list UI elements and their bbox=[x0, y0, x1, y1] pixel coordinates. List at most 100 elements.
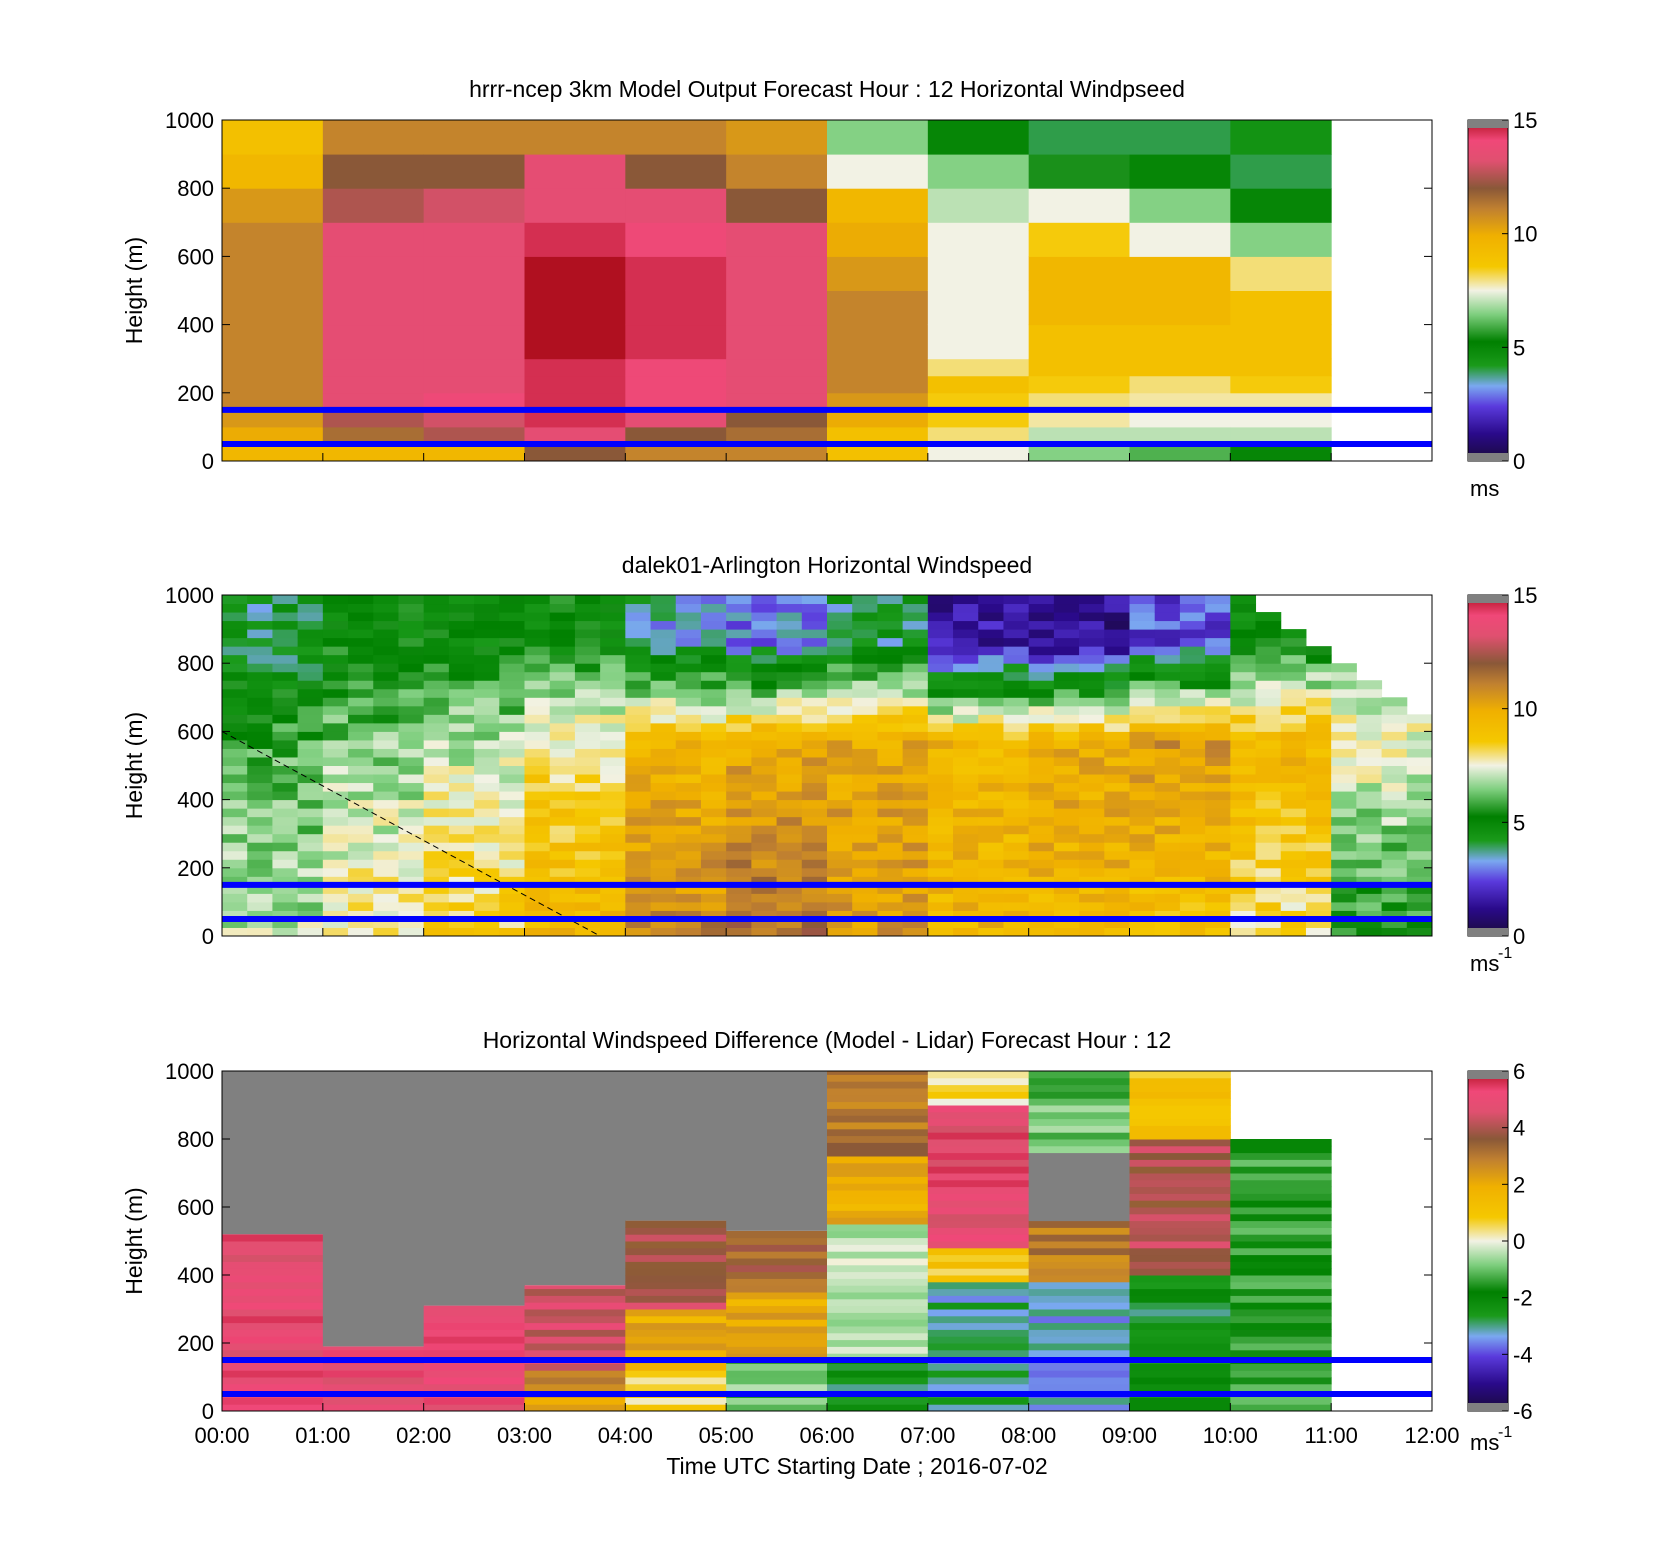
heatmap-cell bbox=[1230, 324, 1332, 360]
heatmap-cell bbox=[801, 782, 828, 792]
heatmap-cell bbox=[852, 595, 878, 605]
heatmap-cell bbox=[1305, 842, 1332, 852]
heatmap-cell bbox=[1129, 1329, 1231, 1337]
heatmap-cell bbox=[927, 1152, 1030, 1160]
heatmap-cell bbox=[423, 256, 525, 291]
heatmap-cell bbox=[726, 603, 752, 613]
heatmap-cell bbox=[423, 120, 525, 155]
heatmap-cell bbox=[398, 850, 425, 860]
heatmap-cell bbox=[423, 833, 450, 843]
heatmap-cell bbox=[978, 833, 1004, 843]
heatmap-cell bbox=[1280, 876, 1307, 886]
heatmap-cell bbox=[297, 808, 324, 818]
heatmap-cell bbox=[1053, 918, 1080, 928]
heatmap-cell bbox=[877, 782, 904, 792]
heatmap-cell bbox=[1305, 756, 1332, 766]
heatmap-cell bbox=[297, 876, 324, 886]
heatmap-cell bbox=[927, 1213, 1030, 1222]
heatmap-cell bbox=[1129, 188, 1231, 223]
heatmap-cell bbox=[927, 1132, 1030, 1140]
heatmap-cell bbox=[675, 697, 702, 707]
heatmap-cell bbox=[1230, 637, 1257, 647]
heatmap-cell bbox=[549, 799, 576, 809]
heatmap-cell bbox=[1230, 876, 1257, 886]
heatmap-cell bbox=[524, 1302, 626, 1310]
heatmap-cell bbox=[574, 918, 601, 928]
heatmap-cell bbox=[726, 256, 828, 291]
heatmap-cell bbox=[574, 654, 601, 664]
heatmap-cell bbox=[751, 782, 778, 792]
heatmap-cell bbox=[1230, 392, 1332, 411]
heatmap-cell bbox=[1255, 884, 1282, 894]
heatmap-cell bbox=[247, 774, 273, 784]
heatmap-cell bbox=[801, 697, 828, 707]
heatmap-cell bbox=[1154, 688, 1181, 698]
heatmap-cell bbox=[1129, 1071, 1231, 1079]
heatmap-cell bbox=[927, 884, 954, 894]
heatmap-cell bbox=[600, 791, 626, 801]
heatmap-cell bbox=[927, 791, 954, 801]
heatmap-cell bbox=[247, 910, 273, 920]
heatmap-cell bbox=[322, 290, 425, 326]
heatmap-cell bbox=[726, 595, 752, 605]
heatmap-cell bbox=[1154, 603, 1181, 613]
heatmap-cell bbox=[222, 612, 248, 622]
heatmap-cell bbox=[625, 120, 727, 155]
heatmap-cell bbox=[499, 791, 525, 801]
heatmap-cell bbox=[1205, 612, 1231, 622]
heatmap-cell bbox=[827, 620, 853, 630]
heatmap-cell bbox=[827, 1176, 929, 1184]
heatmap-cell bbox=[448, 799, 475, 809]
heatmap-cell bbox=[297, 722, 324, 732]
heatmap-cell bbox=[1331, 739, 1357, 749]
heatmap-cell bbox=[1028, 1363, 1130, 1371]
heatmap-cell bbox=[1230, 1261, 1332, 1269]
heatmap-cell bbox=[675, 842, 702, 852]
heatmap-cell bbox=[373, 867, 399, 877]
heatmap-cell bbox=[398, 603, 425, 613]
heatmap-cell bbox=[827, 1142, 929, 1150]
heatmap-cell bbox=[776, 629, 803, 639]
heatmap-cell bbox=[852, 850, 878, 860]
heatmap-cell bbox=[1154, 833, 1181, 843]
heatmap-cell bbox=[474, 893, 500, 903]
heatmap-cell bbox=[247, 663, 273, 673]
heatmap-cell bbox=[423, 739, 450, 749]
heatmap-cell bbox=[1280, 910, 1307, 920]
heatmap-cell bbox=[827, 1135, 929, 1143]
heatmap-cell bbox=[877, 680, 904, 690]
heatmap-cell bbox=[247, 782, 273, 792]
heatmap-cell bbox=[650, 739, 677, 749]
heatmap-cell bbox=[1331, 867, 1357, 877]
heatmap-cell bbox=[322, 825, 349, 835]
heatmap-cell bbox=[751, 918, 778, 928]
heatmap-cell bbox=[272, 714, 299, 724]
heatmap-cell bbox=[524, 1377, 626, 1385]
colorbar-cap-bottom bbox=[1468, 1403, 1508, 1411]
heatmap-cell bbox=[1129, 1322, 1231, 1330]
heatmap-cell bbox=[751, 867, 778, 877]
heatmap-cell bbox=[978, 688, 1004, 698]
heatmap-cell bbox=[827, 1162, 929, 1171]
heatmap-cell bbox=[600, 927, 626, 937]
heatmap-cell bbox=[1154, 629, 1181, 639]
heatmap-cell bbox=[222, 637, 248, 647]
heatmap-cell bbox=[953, 688, 979, 698]
heatmap-cell bbox=[524, 154, 626, 189]
y-tick-label: 800 bbox=[177, 1127, 214, 1152]
heatmap-cell bbox=[423, 620, 450, 630]
heatmap-cell bbox=[423, 705, 450, 715]
heatmap-cell bbox=[1230, 1377, 1332, 1385]
heatmap-cell bbox=[1028, 825, 1055, 835]
heatmap-cell bbox=[1003, 774, 1030, 784]
heatmap-cell bbox=[1129, 833, 1156, 843]
heatmap-cell bbox=[1205, 603, 1231, 613]
heatmap-cell bbox=[373, 799, 399, 809]
heatmap-cell bbox=[1079, 765, 1105, 775]
heatmap-cell bbox=[1028, 1247, 1130, 1256]
heatmap-cell bbox=[625, 375, 727, 394]
heatmap-cell bbox=[751, 637, 778, 647]
heatmap-cell bbox=[801, 739, 828, 749]
heatmap-cell bbox=[222, 222, 324, 257]
heatmap-cell bbox=[726, 927, 752, 937]
